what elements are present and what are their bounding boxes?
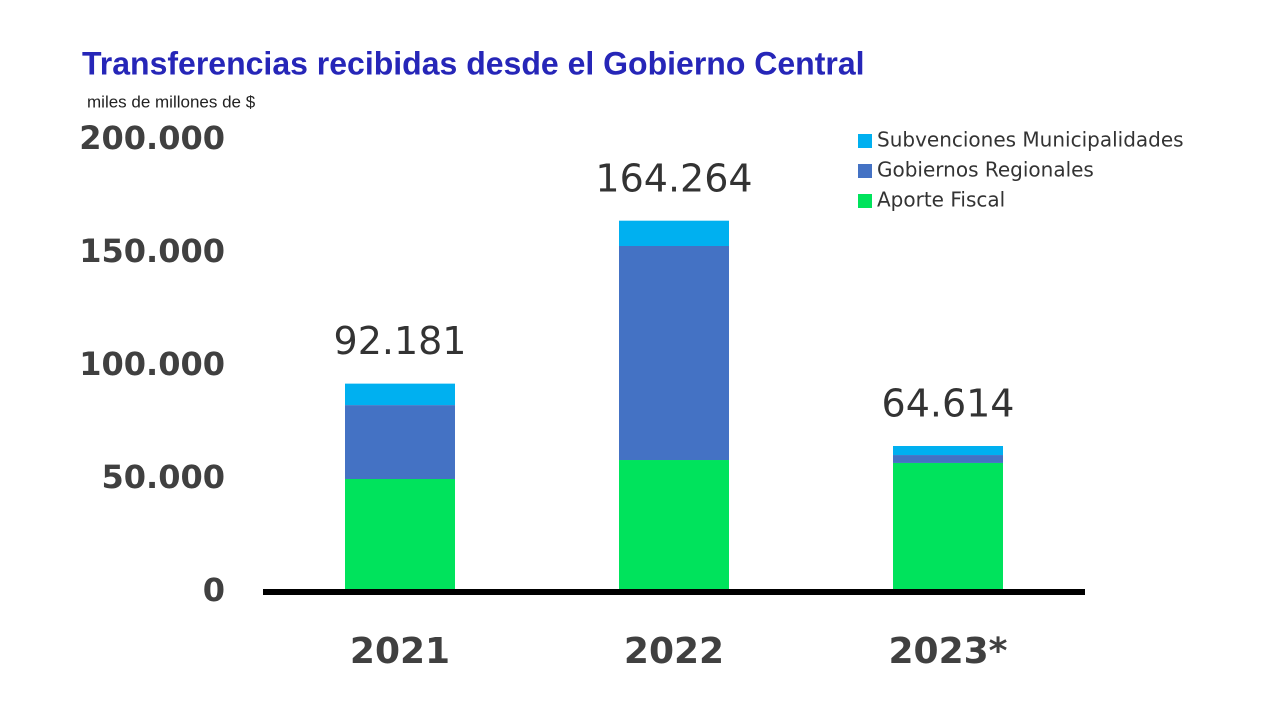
chart-title: Transferencias recibidas desde el Gobier… <box>82 45 865 81</box>
bar-segment <box>893 446 1003 456</box>
legend-label: Aporte Fiscal <box>877 188 1005 212</box>
total-label: 64.614 <box>882 381 1015 425</box>
total-label: 92.181 <box>334 319 467 363</box>
x-tick-label: 2021 <box>350 631 450 672</box>
y-tick-label: 150.000 <box>79 232 225 270</box>
legend-swatch <box>858 194 872 208</box>
bar-segment <box>345 405 455 479</box>
bar-segment <box>893 455 1003 463</box>
bar-segment <box>893 462 1003 592</box>
y-tick-label: 200.000 <box>79 119 225 157</box>
x-tick-label: 2022 <box>624 631 724 672</box>
legend-swatch <box>858 134 872 148</box>
chart-subtitle: miles de millones de $ <box>87 92 256 111</box>
legend-label: Subvenciones Municipalidades <box>877 128 1184 152</box>
bar-segment <box>345 479 455 592</box>
legend-label: Gobiernos Regionales <box>877 158 1094 182</box>
x-tick-label: 2023* <box>888 631 1007 672</box>
y-tick-label: 100.000 <box>79 345 225 383</box>
bar-segment <box>619 245 729 461</box>
bar-segment <box>619 460 729 592</box>
bar-segment <box>345 383 455 406</box>
total-label: 164.264 <box>595 156 752 200</box>
legend-swatch <box>858 164 872 178</box>
y-tick-label: 50.000 <box>102 458 225 496</box>
y-tick-label: 0 <box>203 571 225 609</box>
bar-segment <box>619 220 729 246</box>
